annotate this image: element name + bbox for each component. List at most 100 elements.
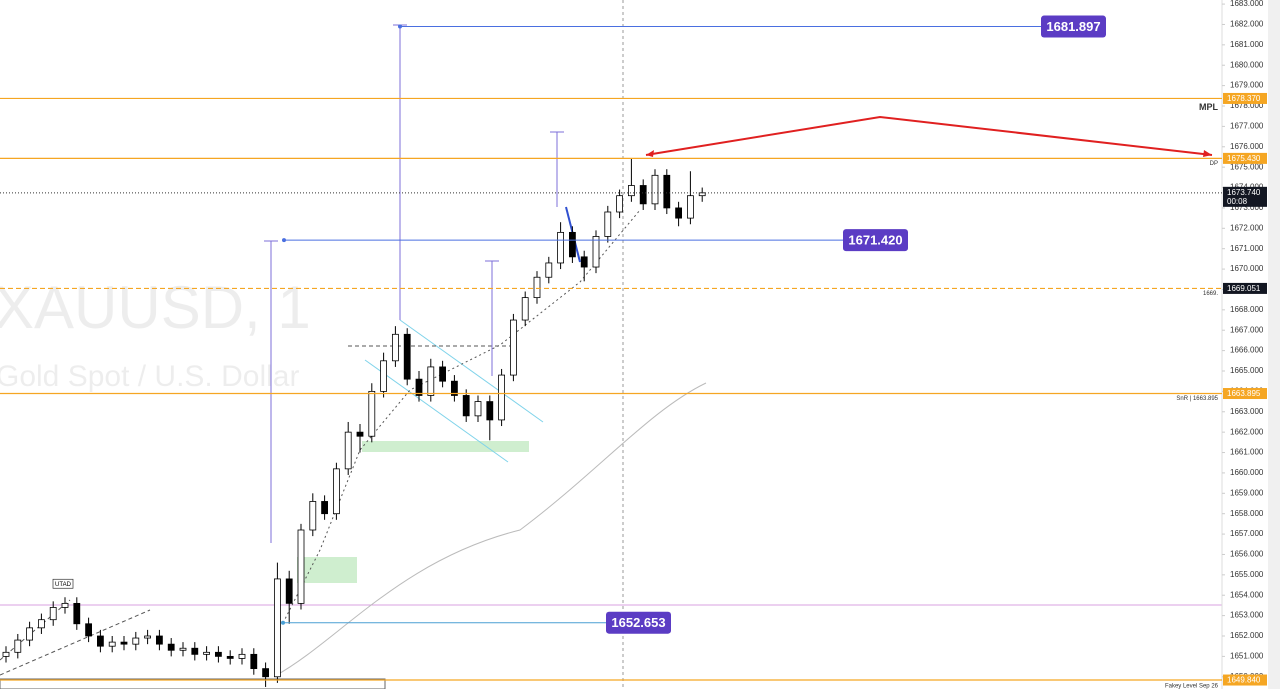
candle-body (214, 651, 222, 657)
candle-body (250, 653, 258, 670)
candle-body (545, 262, 553, 278)
candle-body (651, 174, 659, 205)
level-price-label: 1675.430 (1227, 154, 1261, 163)
candle-body (628, 185, 635, 197)
candle-body (14, 639, 22, 653)
candle-body (639, 185, 647, 205)
candle-body (73, 602, 81, 625)
candle-body (415, 378, 423, 396)
level-note: 1669. (1203, 291, 1218, 297)
candle-body (380, 360, 388, 392)
measure-box (606, 611, 671, 634)
y-tick-label: 1654.000 (1230, 590, 1264, 599)
candle-body (26, 627, 34, 641)
level-note: Fakey Level Sep 26 (1165, 684, 1219, 689)
countdown-label: 00:08 (1227, 197, 1248, 206)
y-tick-label: 1671.000 (1230, 244, 1264, 253)
moving-average (274, 382, 707, 677)
level-price-label: 1678.370 (1227, 94, 1261, 103)
candle-body (474, 401, 482, 417)
y-tick-label: 1673.000 (1230, 203, 1264, 212)
candle-body (273, 578, 281, 678)
y-tick-label: 1672.000 (1230, 223, 1264, 232)
watermark-description: Gold Spot / U.S. Dollar (0, 360, 299, 393)
candle-body (427, 366, 435, 396)
y-tick-label: 1680.000 (1230, 60, 1264, 69)
measure-label: 1671.420 (848, 233, 902, 248)
candle-body (108, 641, 116, 647)
level-note: DP (1210, 161, 1218, 167)
y-tick-label: 1682.000 (1230, 20, 1264, 29)
candle-body (132, 637, 140, 645)
y-tick-label: 1668.000 (1230, 305, 1264, 314)
measure-anchor (281, 620, 285, 625)
y-tick-label: 1663.000 (1230, 407, 1264, 416)
y-tick-label: 1665.000 (1230, 366, 1264, 375)
candle-body (569, 231, 576, 258)
y-tick-label: 1661.000 (1230, 448, 1264, 457)
candle-body (533, 276, 541, 299)
candle-body (332, 468, 340, 515)
projection-arrow (645, 115, 1213, 156)
y-tick-label: 1657.000 (1230, 529, 1264, 538)
candle-body (167, 643, 175, 651)
candle-body (179, 647, 187, 651)
level-price-box (1223, 152, 1267, 164)
candle-body (226, 655, 234, 659)
y-tick-label: 1658.000 (1230, 509, 1264, 518)
candle-body (120, 641, 128, 645)
demand-zone (297, 557, 357, 583)
channel-line (364, 359, 509, 463)
level-price-box (1223, 282, 1267, 294)
candle-body (486, 401, 494, 421)
measure-label: 1652.653 (611, 615, 665, 630)
y-tick-label: 1679.000 (1230, 81, 1264, 90)
candle-body (262, 668, 270, 678)
candle-body (616, 195, 623, 213)
measure-label: 1681.897 (1046, 19, 1100, 34)
measure-cap (264, 24, 564, 262)
candle-body (309, 501, 317, 531)
y-tick-label: 1659.000 (1230, 488, 1264, 497)
candle-body (297, 529, 305, 604)
candle-body (144, 635, 152, 639)
candle-body (2, 651, 10, 657)
channel-line (399, 319, 544, 423)
y-tick-label: 1683.000 (1230, 0, 1264, 8)
y-tick-label: 1670.000 (1230, 264, 1264, 273)
candle-body (97, 635, 104, 647)
scrollbar (1268, 0, 1280, 689)
measure-line (270, 25, 558, 543)
candle-body (391, 333, 399, 362)
candle-body (49, 607, 57, 621)
level-note: MPL (1199, 102, 1219, 112)
trend-line (0, 599, 151, 676)
range-box (0, 678, 386, 689)
arrow-head (646, 150, 1212, 157)
last-price-label: 1673.740 (1227, 188, 1261, 197)
candle-body (344, 431, 352, 470)
y-tick-label: 1678.000 (1230, 101, 1264, 110)
last-price-box (1223, 186, 1267, 207)
y-tick-label: 1652.000 (1230, 631, 1264, 640)
candle-body (580, 256, 588, 268)
candle-body (592, 236, 600, 268)
candle-body (356, 431, 364, 437)
watermark-symbol: XAUUSD, 1 (0, 274, 311, 341)
candle-body (403, 333, 411, 380)
candle-body (155, 635, 163, 645)
level-price-label: 1649.840 (1227, 676, 1261, 685)
candle-body (509, 319, 517, 376)
candle-body (61, 602, 69, 608)
candle-body (38, 619, 45, 629)
candle-body (450, 380, 458, 396)
y-tick-label: 1656.000 (1230, 550, 1264, 559)
candle-body (521, 297, 529, 321)
candle-body (285, 578, 293, 604)
candle-body (439, 366, 447, 382)
y-tick-label: 1677.000 (1230, 121, 1264, 130)
candle-body (191, 647, 199, 655)
candle-body (604, 211, 612, 237)
candle-body (85, 623, 92, 637)
